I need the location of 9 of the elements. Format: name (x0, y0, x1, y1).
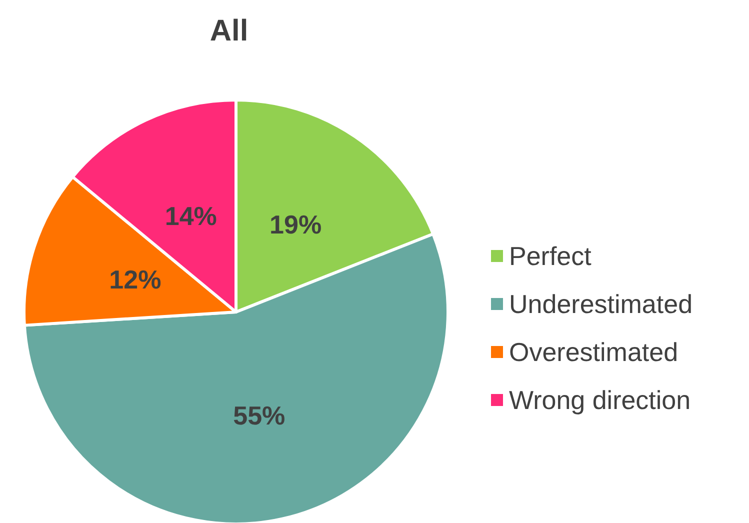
data-label: 55% (233, 400, 286, 431)
data-label: 12% (109, 264, 162, 294)
legend-label: Overestimated (509, 337, 678, 368)
legend-label: Underestimated (509, 289, 693, 320)
legend-label: Wrong direction (509, 385, 691, 416)
data-label: 14% (164, 201, 217, 232)
data-label: 19% (270, 209, 322, 240)
chart-title: All (210, 14, 248, 48)
legend-label: Perfect (509, 241, 592, 272)
